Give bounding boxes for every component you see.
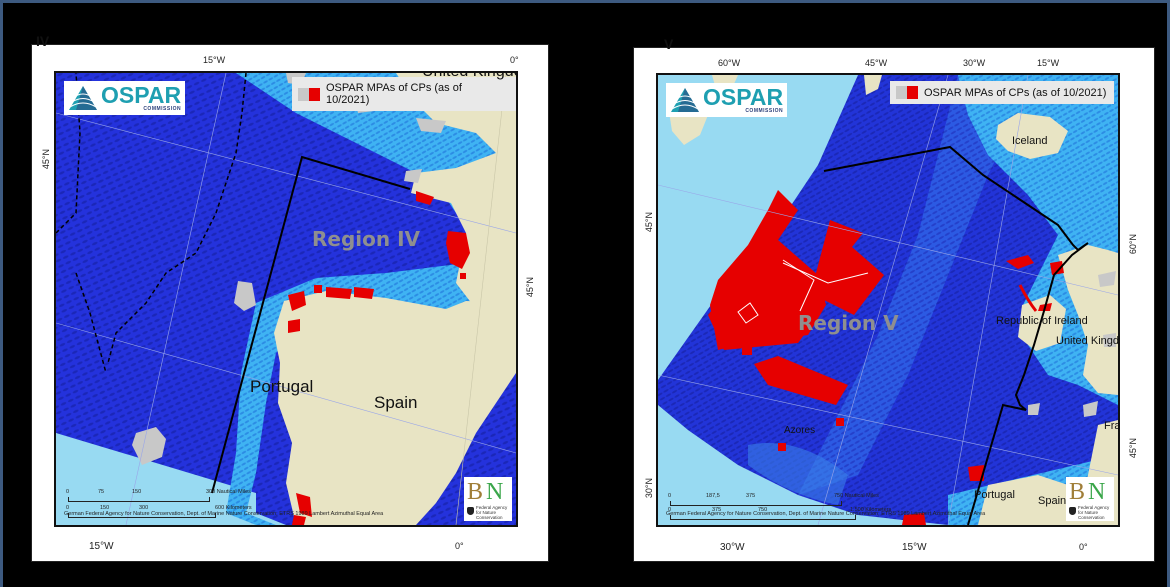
label-spain: Spain bbox=[1038, 495, 1067, 507]
scale-bar: 0 187,5 375 750 Nautical Miles 0 375 750… bbox=[668, 493, 892, 525]
ospar-wordmark: OSPAR bbox=[101, 82, 182, 108]
scale-tick: 0 bbox=[668, 493, 672, 499]
scale-tick: 0 bbox=[668, 507, 672, 513]
scale-tick: 0 bbox=[66, 505, 70, 511]
ospar-logo: OSPAR COMMISSION bbox=[666, 83, 788, 117]
bathymetry-map bbox=[658, 75, 1118, 525]
label-iceland: Iceland bbox=[1012, 135, 1048, 147]
panel-letter: IV bbox=[36, 33, 50, 49]
scale-tick: 150 bbox=[100, 505, 110, 511]
ospar-fan-icon bbox=[671, 88, 699, 112]
map-credit: German Federal Agency for Nature Conserv… bbox=[64, 511, 384, 517]
bathymetry-map bbox=[56, 73, 516, 525]
top-edge bbox=[0, 0, 1170, 3]
lat-tick-right: 45°N bbox=[1128, 438, 1138, 459]
label-republic-of-ireland: Republic of Ireland bbox=[996, 315, 1088, 327]
bfn-text: Federal Agency for Nature Conservation bbox=[476, 505, 508, 520]
scale-tick: 375 bbox=[712, 507, 722, 513]
lon-tick-top: 30°W bbox=[963, 58, 986, 68]
scale-tick: 300 Nautical Miles bbox=[206, 489, 251, 495]
lon-tick-bottom: 30°W bbox=[720, 542, 745, 553]
left-edge bbox=[0, 0, 3, 587]
lon-tick-top: 45°W bbox=[865, 58, 888, 68]
legend-swatch-red bbox=[309, 87, 320, 101]
legend-label: OSPAR MPAs of CPs (as of 10/2021) bbox=[924, 86, 1107, 99]
label-united-kingdom: United Kingdom bbox=[422, 71, 516, 80]
region-label: Region IV bbox=[312, 227, 420, 251]
bfn-logo: B N Federal Agency for Nature Conservati… bbox=[464, 477, 512, 521]
lon-tick-bottom: 15°W bbox=[89, 541, 114, 552]
ospar-subtitle: COMMISSION bbox=[143, 106, 182, 112]
ospar-fan-icon bbox=[69, 86, 97, 110]
federal-eagle-icon bbox=[467, 507, 474, 515]
bfn-logo: B N Federal Agency for Nature Conservati… bbox=[1066, 477, 1114, 521]
lat-tick-right: 45°N bbox=[525, 277, 535, 298]
lon-tick-bottom: 0° bbox=[455, 541, 464, 551]
scale-tick: 0 bbox=[66, 489, 70, 495]
lon-tick-top: 15°W bbox=[1037, 58, 1060, 68]
lat-tick-left: 45°N bbox=[41, 149, 51, 170]
label-portugal: Portugal bbox=[974, 489, 1015, 501]
km-scale-bar bbox=[670, 515, 856, 520]
nautical-scale-bar bbox=[670, 501, 842, 506]
bfn-text: Federal Agency for Nature Conservation bbox=[1078, 505, 1110, 520]
lon-tick-top: 60°W bbox=[718, 58, 741, 68]
scale-tick: 750 bbox=[758, 507, 768, 513]
scale-tick: 1.500 Kilometers bbox=[850, 507, 892, 513]
label-united-kingdom: United Kingdom bbox=[1056, 335, 1119, 347]
legend-swatch-grey bbox=[896, 86, 907, 99]
label-azores: Azores bbox=[784, 425, 816, 436]
scale-tick: 600 Kilometers bbox=[215, 505, 252, 511]
scale-tick: 300 bbox=[139, 505, 149, 511]
map-credit: German Federal Agency for Nature Conserv… bbox=[666, 511, 986, 517]
lon-tick-top: 15°W bbox=[203, 55, 226, 65]
ospar-wordmark: OSPAR bbox=[703, 84, 784, 110]
legend-swatches bbox=[896, 86, 918, 99]
scale-bar: 0 75 150 300 Nautical Miles 0 150 300 60… bbox=[66, 489, 266, 525]
legend-swatch-grey bbox=[298, 87, 309, 101]
nautical-scale-bar bbox=[68, 497, 210, 502]
scale-tick: 750 Nautical Miles bbox=[834, 493, 879, 499]
lat-tick-left: 30°N bbox=[644, 478, 654, 499]
bfn-letter-b: B bbox=[1069, 479, 1086, 505]
panel-letter: V bbox=[664, 36, 674, 52]
label-france: France bbox=[1104, 420, 1120, 432]
federal-eagle-icon bbox=[1069, 507, 1076, 515]
bfn-letter-n: N bbox=[1088, 479, 1106, 505]
label-portugal: Portugal bbox=[250, 377, 314, 396]
right-edge bbox=[1167, 0, 1170, 587]
bfn-letter-b: B bbox=[467, 479, 484, 505]
label-spain: Spain bbox=[374, 393, 418, 412]
legend-swatch-red bbox=[907, 86, 918, 99]
map-panel-region-iv: IV 15°W 0° 45°N 45°N 15°W 0° bbox=[31, 33, 549, 562]
scale-tick: 75 bbox=[98, 489, 105, 495]
scale-tick: 150 bbox=[132, 489, 142, 495]
lon-tick-bottom: 0° bbox=[1079, 542, 1088, 552]
ospar-subtitle: COMMISSION bbox=[745, 108, 784, 114]
region-label: Region V bbox=[798, 311, 899, 335]
ospar-logo: OSPAR COMMISSION bbox=[64, 81, 186, 115]
scale-tick: 187,5 bbox=[706, 493, 720, 499]
map-panel-region-v: V 60°W 45°W 30°W 15°W 45°N 30°N 60°N 45°… bbox=[633, 36, 1155, 562]
lon-tick-top: 0° bbox=[510, 55, 519, 65]
scale-tick: 375 bbox=[746, 493, 756, 499]
km-scale-bar bbox=[68, 513, 216, 518]
bfn-letter-n: N bbox=[486, 479, 504, 505]
lon-tick-bottom: 15°W bbox=[902, 542, 927, 553]
map-frame: OSPAR COMMISSION OSPAR MPAs of CPs (as o… bbox=[656, 73, 1120, 527]
lat-tick-left: 45°N bbox=[644, 212, 654, 233]
legend-label: OSPAR MPAs of CPs (as of 10/2021) bbox=[326, 82, 462, 106]
legend: OSPAR MPAs of CPs (as of 10/2021) bbox=[890, 81, 1115, 104]
map-frame: OSPAR COMMISSION OSPAR MPAs of CPs (as o… bbox=[54, 71, 518, 527]
legend: OSPAR MPAs of CPs (as of 10/2021) bbox=[292, 77, 516, 111]
lat-tick-right: 60°N bbox=[1128, 234, 1138, 255]
legend-swatches bbox=[298, 87, 320, 101]
